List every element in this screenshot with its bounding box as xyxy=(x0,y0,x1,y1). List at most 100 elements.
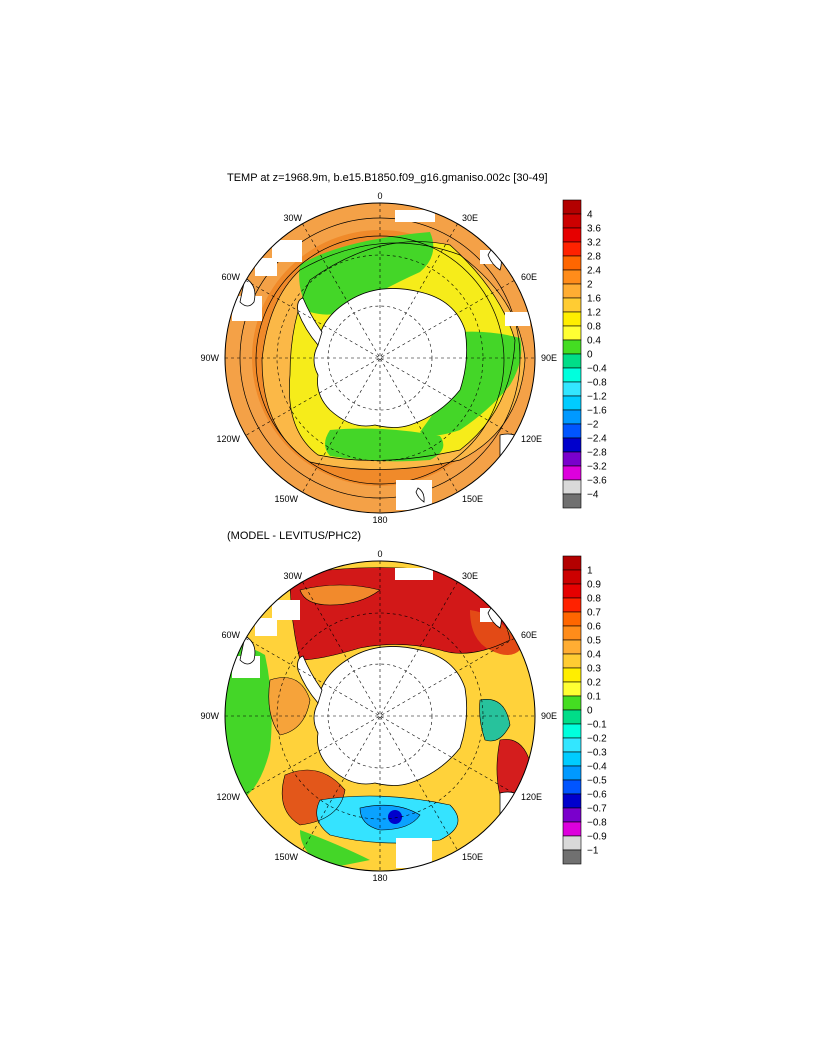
colorbar-swatch xyxy=(562,255,582,271)
top-lon-30w: 30W xyxy=(283,213,302,223)
colorbar-swatch xyxy=(562,465,582,481)
colorbar-swatch xyxy=(562,269,582,285)
colorbar-tick-label: 0.2 xyxy=(587,678,601,689)
colorbar-swatch xyxy=(562,297,582,313)
colorbar-swatch xyxy=(562,241,582,257)
bottom-lon-90e: 90E xyxy=(541,711,557,721)
colorbar-tick-label: 0.3 xyxy=(587,664,601,675)
bottom-lon-180: 180 xyxy=(372,873,387,883)
bottom-lon-120w: 120W xyxy=(216,792,240,802)
colorbar-tick-label: −0.8 xyxy=(587,818,607,829)
colorbar-swatch xyxy=(562,681,582,697)
colorbar-tick-label: 0 xyxy=(587,350,593,361)
top-lon-150w: 150W xyxy=(274,494,298,504)
colorbar-tick-label: 4 xyxy=(587,210,593,221)
bottom-colorbar: 1 0.9 0.8 0.7 0.6 0.5 0.4 0.3 0.2 0.1 0 −0.1 −0.2 −0.… xyxy=(562,555,607,865)
colorbar-swatch xyxy=(562,423,582,439)
colorbar-swatch xyxy=(562,409,582,425)
colorbar-swatch xyxy=(562,325,582,341)
colorbar-tick-label: 2.4 xyxy=(587,266,601,277)
top-lon-0: 0 xyxy=(377,191,382,201)
colorbar-swatch xyxy=(562,213,582,229)
colorbar-tick-label: −0.9 xyxy=(587,832,607,843)
colorbar-swatch xyxy=(562,227,582,243)
colorbar-swatch xyxy=(562,353,582,369)
colorbar-swatch xyxy=(562,199,582,215)
colorbar-swatch xyxy=(562,311,582,327)
colorbar-tick-label: 1 xyxy=(587,566,593,577)
colorbar-tick-label: 2 xyxy=(587,280,593,291)
colorbar-tick-label: −0.4 xyxy=(587,762,607,773)
top-map-boundary xyxy=(224,202,536,514)
colorbar-tick-label: −0.4 xyxy=(587,364,607,375)
bottom-lon-120e: 120E xyxy=(521,792,542,802)
bottom-map-boundary xyxy=(224,560,536,872)
colorbar-tick-label: −1 xyxy=(587,846,599,857)
colorbar-swatch xyxy=(562,367,582,383)
colorbar-swatch xyxy=(562,395,582,411)
colorbar-tick-label: 0.6 xyxy=(587,622,601,633)
top-lon-90e: 90E xyxy=(541,353,557,363)
top-map: 0 30E 60E 90E 120E 150E 180 150W 120W 90… xyxy=(200,191,557,525)
top-lon-180: 180 xyxy=(372,515,387,525)
colorbar-tick-label: −1.2 xyxy=(587,392,607,403)
colorbar-tick-label: 0.9 xyxy=(587,580,601,591)
colorbar-swatch xyxy=(562,583,582,599)
bottom-lon-90w: 90W xyxy=(200,711,219,721)
colorbar-swatch xyxy=(562,779,582,795)
bottom-lon-30e: 30E xyxy=(462,571,478,581)
colorbar-swatch xyxy=(562,625,582,641)
top-lon-90w: 90W xyxy=(200,353,219,363)
colorbar-swatch xyxy=(562,653,582,669)
colorbar-swatch xyxy=(562,807,582,823)
colorbar-tick-label: 0.4 xyxy=(587,336,601,347)
colorbar-swatch xyxy=(562,695,582,711)
top-lon-150e: 150E xyxy=(462,494,483,504)
top-antarctica-landmass xyxy=(313,288,468,428)
top-colorbar: 4 3.6 3.2 2.8 2.4 2 1.6 1.2 0.8 0.4 0 −0.4 −0.8 −1.2 −… xyxy=(562,199,607,509)
colorbar-swatch xyxy=(562,667,582,683)
colorbar-swatch xyxy=(562,493,582,509)
colorbar-swatch xyxy=(562,597,582,613)
colorbar-swatch xyxy=(562,709,582,725)
colorbar-swatch xyxy=(562,479,582,495)
colorbar-tick-label: 1.6 xyxy=(587,294,601,305)
colorbar-tick-label: −0.6 xyxy=(587,790,607,801)
bottom-lon-0: 0 xyxy=(377,549,382,559)
bottom-antarctica-landmass xyxy=(313,646,468,786)
top-lon-120w: 120W xyxy=(216,434,240,444)
colorbar-tick-label: 0.8 xyxy=(587,594,601,605)
colorbar-swatch xyxy=(562,437,582,453)
top-lon-30e: 30E xyxy=(462,213,478,223)
colorbar-tick-label: 2.8 xyxy=(587,252,601,263)
colorbar-tick-label: −0.7 xyxy=(587,804,607,815)
bottom-map: 0 30E 60E 90E 120E 150E 180 150W 120W 90… xyxy=(200,549,557,883)
bottom-lon-150w: 150W xyxy=(274,852,298,862)
colorbar-swatch xyxy=(562,339,582,355)
colorbar-tick-label: −4 xyxy=(587,490,599,501)
colorbar-swatch xyxy=(562,723,582,739)
colorbar-swatch xyxy=(562,835,582,851)
colorbar-tick-label: −1.6 xyxy=(587,406,607,417)
colorbar-tick-label: 0.1 xyxy=(587,692,601,703)
colorbar-tick-label: −0.5 xyxy=(587,776,607,787)
colorbar-swatch xyxy=(562,639,582,655)
colorbar-tick-label: −0.2 xyxy=(587,734,607,745)
bottom-lon-150e: 150E xyxy=(462,852,483,862)
colorbar-swatch xyxy=(562,793,582,809)
colorbar-tick-label: −0.8 xyxy=(587,378,607,389)
colorbar-swatch xyxy=(562,849,582,865)
colorbar-swatch xyxy=(562,451,582,467)
colorbar-tick-label: 1.2 xyxy=(587,308,601,319)
colorbar-tick-label: −3.2 xyxy=(587,462,607,473)
bottom-lon-30w: 30W xyxy=(283,571,302,581)
colorbar-tick-label: 0.7 xyxy=(587,608,601,619)
colorbar-swatch xyxy=(562,821,582,837)
bottom-lon-60e: 60E xyxy=(521,630,537,640)
colorbar-tick-label: 0.4 xyxy=(587,650,601,661)
top-lon-120e: 120E xyxy=(521,434,542,444)
colorbar-swatch xyxy=(562,611,582,627)
colorbar-swatch xyxy=(562,283,582,299)
colorbar-tick-label: 0.8 xyxy=(587,322,601,333)
